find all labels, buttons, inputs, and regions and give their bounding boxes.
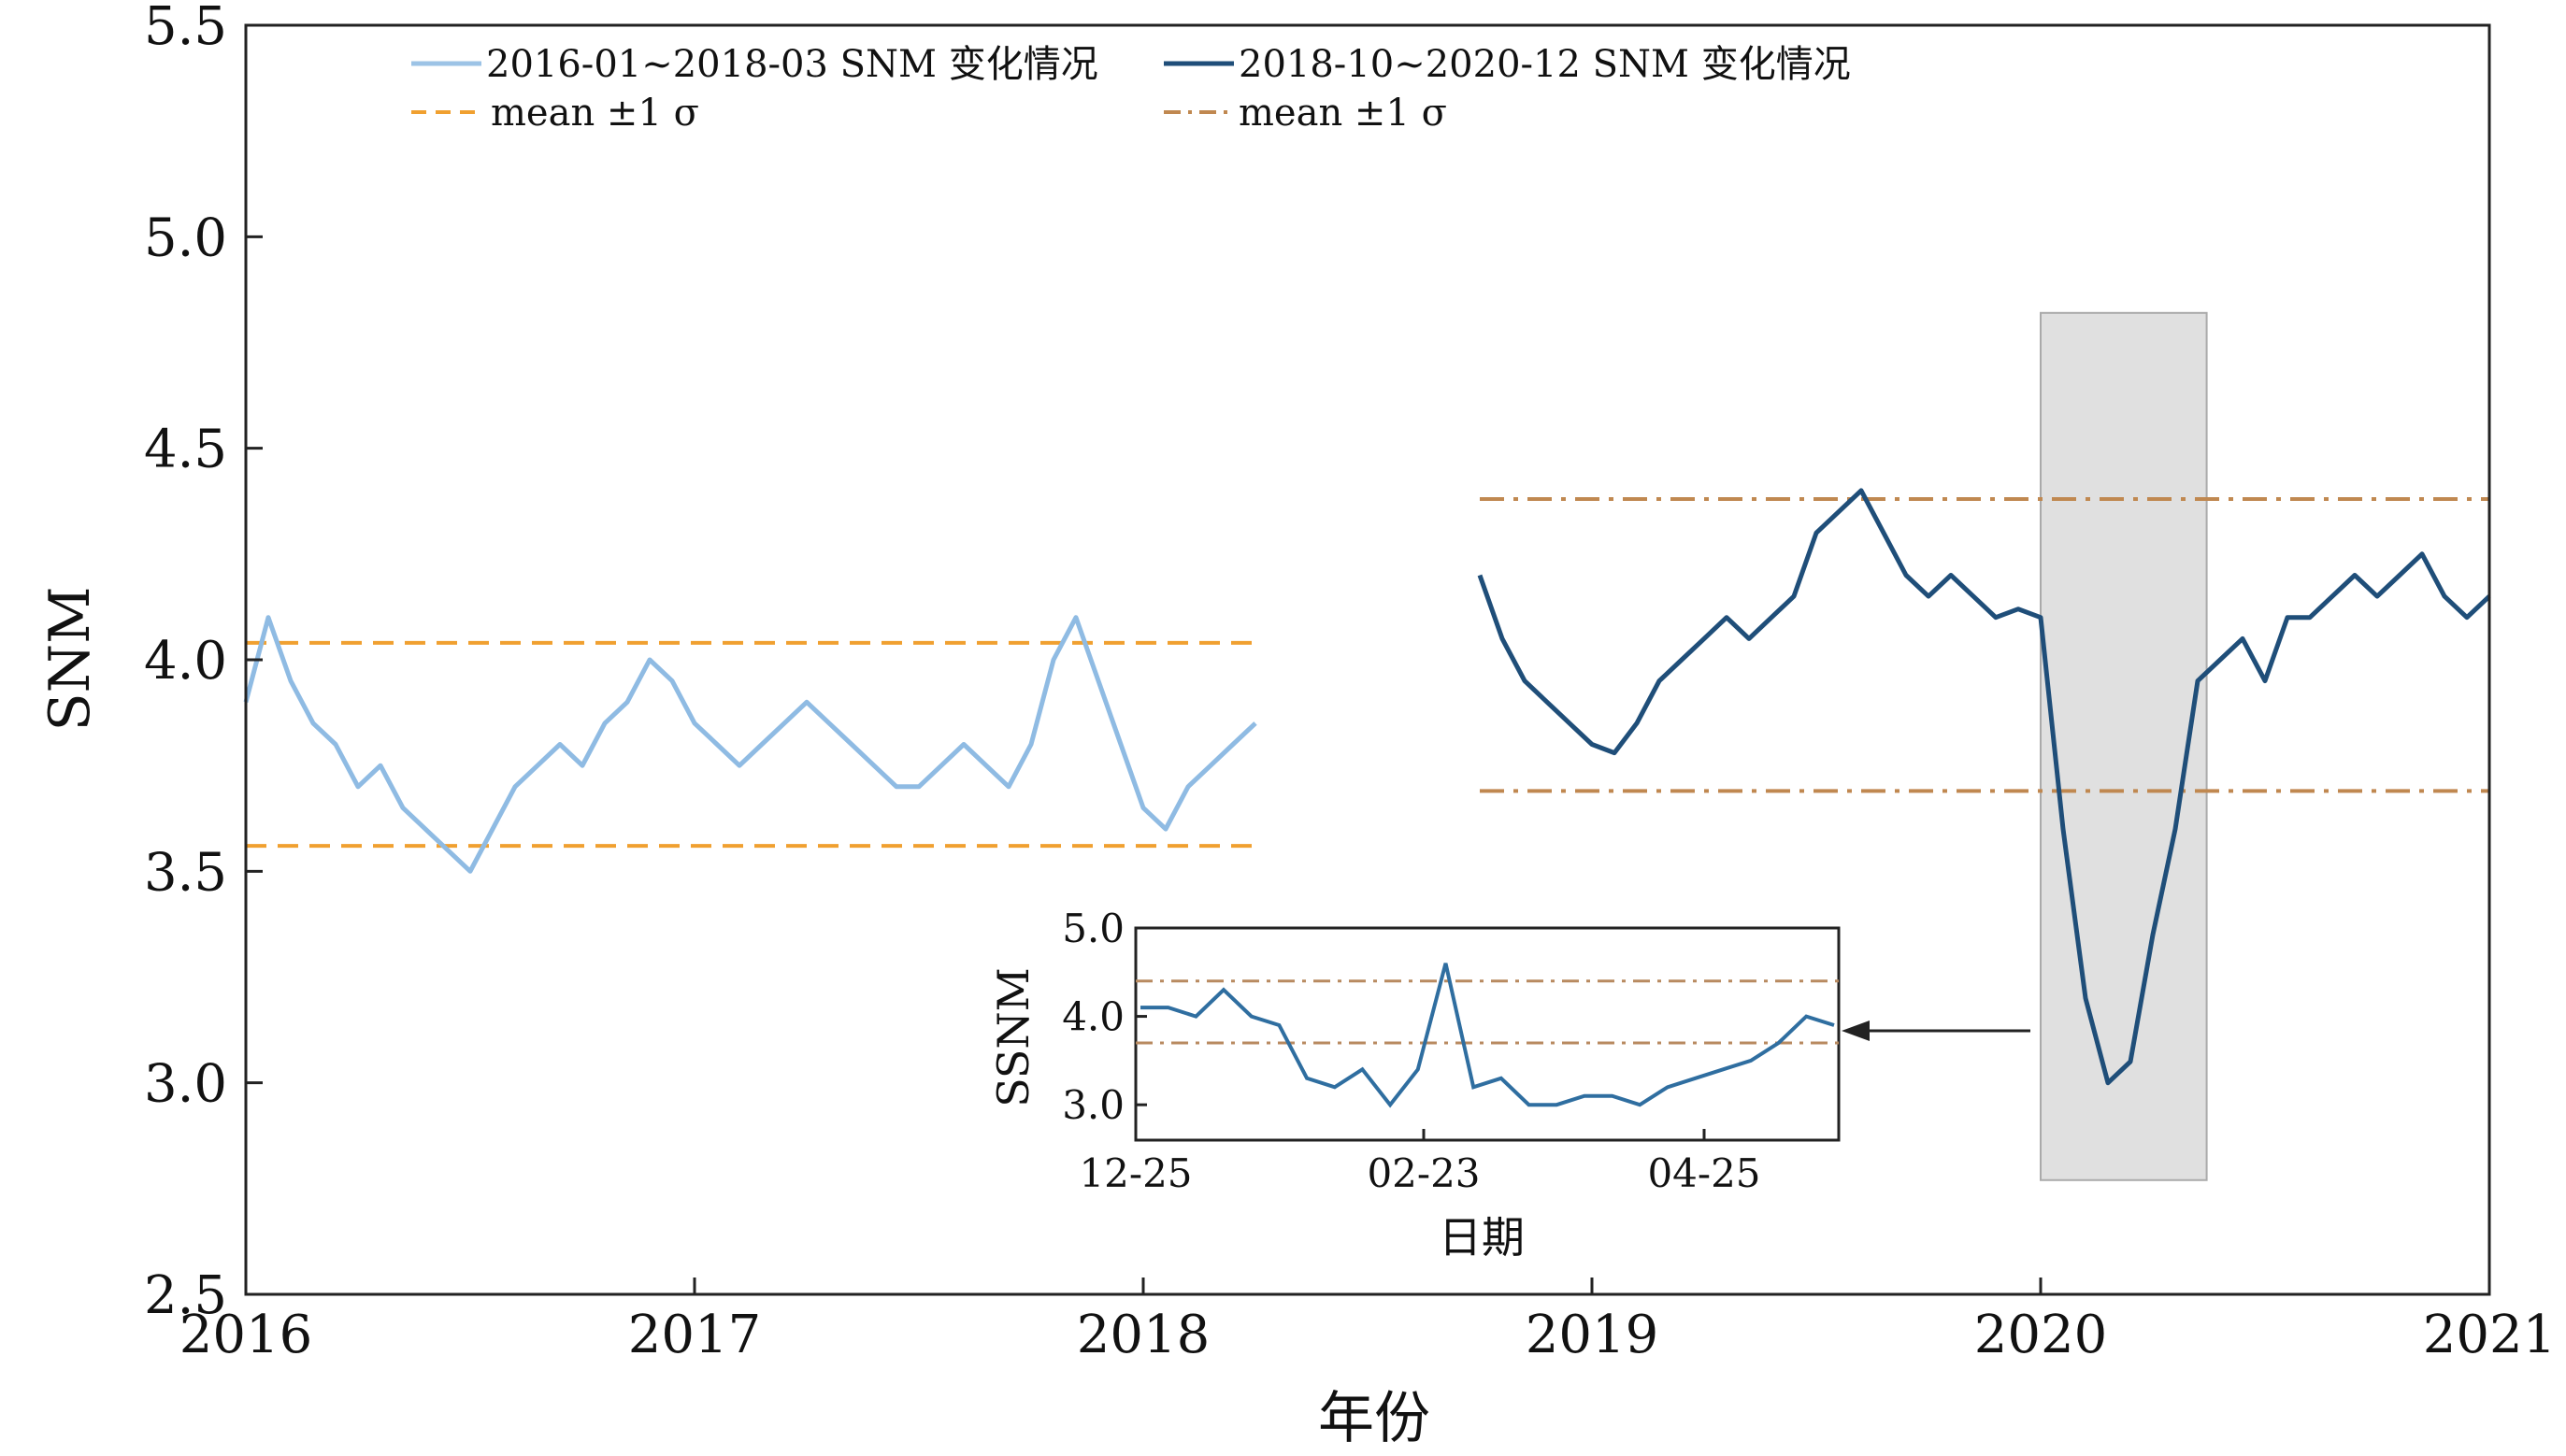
- x-tick-label: 2019: [1526, 1305, 1659, 1365]
- inset-y-tick-label: 3.0: [1062, 1082, 1125, 1128]
- y-tick-label: 3.5: [144, 842, 227, 903]
- y-tick-label: 2.5: [144, 1265, 227, 1326]
- x-tick-label: 2016: [179, 1305, 313, 1365]
- y-tick-label: 5.0: [144, 207, 227, 268]
- inset-y-tick-label: 5.0: [1062, 906, 1125, 951]
- inset-y-axis-title: SSNM: [988, 967, 1039, 1107]
- x-tick-label: 2020: [1974, 1305, 2108, 1365]
- x-tick-label: 2017: [628, 1305, 762, 1365]
- y-tick-label: 4.5: [144, 420, 227, 480]
- highlight-region: [2040, 311, 2208, 1181]
- y-axis-title: SNM: [37, 586, 103, 731]
- legend-label-late-mean-sigma: mean ±1 σ: [1239, 92, 1447, 135]
- legend-label-late-snm: 2018-10~2020-12 SNM 变化情况: [1239, 43, 1851, 86]
- inset-x-tick-label: 02-23: [1367, 1150, 1480, 1196]
- inset-series-line: [1140, 963, 1835, 1108]
- inset-x-tick-label: 04-25: [1647, 1150, 1760, 1196]
- inset-x-axis-title: 日期: [1439, 1212, 1525, 1263]
- series-line-late: [1477, 488, 2491, 1086]
- x-tick-label: 2018: [1077, 1305, 1211, 1365]
- inset-plot-frame: [1134, 926, 1841, 1142]
- y-tick-label: 3.0: [144, 1054, 227, 1115]
- series-line-early: [243, 615, 1257, 874]
- inset-x-tick-label: 12-25: [1079, 1150, 1192, 1196]
- x-axis-title: 年份: [1318, 1386, 1430, 1451]
- x-tick-label: 2021: [2423, 1305, 2557, 1365]
- y-tick-label: 5.5: [144, 0, 227, 57]
- y-tick-label: 4.0: [144, 631, 227, 692]
- inset-pointer-arrowhead: [1842, 1021, 1870, 1041]
- legend-label-early-mean-sigma: mean ±1 σ: [491, 92, 699, 135]
- legend-label-early-snm: 2016-01~2018-03 SNM 变化情况: [486, 43, 1098, 86]
- inset-y-tick-label: 4.0: [1062, 994, 1125, 1040]
